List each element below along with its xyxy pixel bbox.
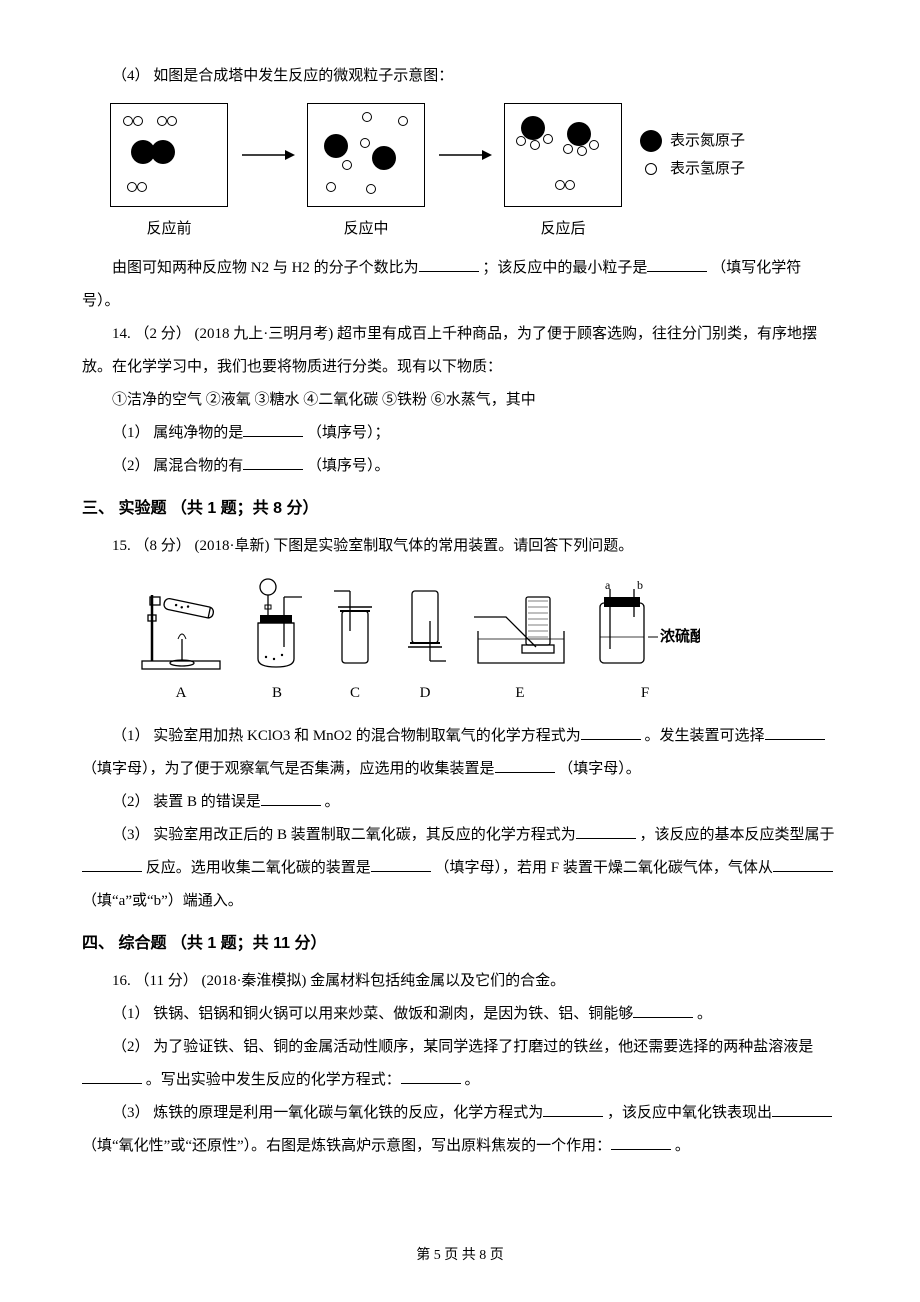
blank	[495, 758, 555, 773]
blank	[401, 1069, 461, 1084]
apparatus-label-a: A	[176, 677, 187, 710]
apparatus-e: E	[470, 577, 570, 710]
q14-p1b: （填序号）；	[307, 425, 390, 441]
diagram-box-during	[307, 103, 425, 207]
blank	[647, 257, 707, 272]
q15-p3c: 反应。选用收集二氧化碳的装置是	[146, 860, 371, 876]
apparatus-label-f: F	[641, 677, 649, 710]
apparatus-label-b: B	[272, 677, 282, 710]
q16-p3-cont: （填“氧化性”或“还原性”）。右图是炼铁高炉示意图，写出原料焦炭的一个作用： 。	[82, 1130, 838, 1163]
q15-p1b: 。发生装置可选择	[645, 728, 765, 744]
q15-stem: 15. （8 分） (2018·阜新) 下图是实验室制取气体的常用装置。请回答下…	[82, 530, 838, 563]
q15-p3-end: （填“a”或“b”）端通入。	[82, 885, 838, 918]
f-note-label: 浓硫酸	[660, 627, 700, 645]
blank	[261, 791, 321, 806]
q14-p2a: （2） 属混合物的有	[112, 458, 243, 474]
blank	[576, 824, 636, 839]
blank	[82, 1069, 142, 1084]
q15-p3b: ，该反应的基本反应类型属于	[640, 827, 835, 843]
legend-n-label: 表示氮原子	[670, 127, 745, 156]
q15-p3: （3） 实验室用改正后的 B 装置制取二氧化碳，其反应的化学方程式为 ，该反应的…	[82, 819, 838, 852]
apparatus-d: D	[400, 577, 450, 710]
box-label-before: 反应前	[110, 213, 228, 246]
q13-part4-intro: （4） 如图是合成塔中发生反应的微观粒子示意图：	[82, 60, 838, 93]
q14-p1a: （1） 属纯净物的是	[112, 425, 243, 441]
apparatus-f: a b 浓硫酸 F	[590, 577, 700, 710]
q14-p2b: （填序号）。	[307, 458, 390, 474]
box-label-during: 反应中	[307, 213, 425, 246]
section3-title: 三、 实验题 （共 1 题；共 8 分）	[82, 491, 838, 526]
diagram-legend: 表示氮原子 表示氢原子	[640, 127, 745, 184]
blank	[243, 422, 303, 437]
box-label-after: 反应后	[504, 213, 622, 246]
apparatus-label-c: C	[350, 677, 360, 710]
q15-p3a: （3） 实验室用改正后的 B 装置制取二氧化碳，其反应的化学方程式为	[112, 827, 576, 843]
blank	[581, 725, 641, 740]
q16-p2-cont: 。写出实验中发生反应的化学方程式： 。	[82, 1064, 838, 1097]
q13-conclusion: 由图可知两种反应物 N2 与 H2 的分子个数比为 ；该反应中的最小粒子是 （填…	[82, 252, 838, 318]
apparatus-label-e: E	[515, 677, 524, 710]
diagram-box-before	[110, 103, 228, 207]
legend-h-label: 表示氢原子	[670, 155, 745, 184]
apparatus-c: C	[330, 577, 380, 710]
q16-p2a: （2） 为了验证铁、铝、铜的金属活动性顺序，某同学选择了打磨过的铁丝，他还需要选…	[112, 1039, 813, 1055]
q15-p2a: （2） 装置 B 的错误是	[112, 794, 261, 810]
q16-p3: （3） 炼铁的原理是利用一氧化碳与氧化铁的反应，化学方程式为 ，该反应中氧化铁表…	[82, 1097, 838, 1130]
blank	[633, 1003, 693, 1018]
q16-p2c: 。	[465, 1072, 480, 1088]
arrow-icon	[240, 145, 295, 165]
q14-stem: 14. （2 分） (2018 九上·三明月考) 超市里有成百上千种商品，为了便…	[82, 318, 838, 384]
q16-p3c: （填“氧化性”或“还原性”）。右图是炼铁高炉示意图，写出原料焦炭的一个作用：	[82, 1138, 611, 1154]
q16-p3b: ，该反应中氧化铁表现出	[607, 1105, 772, 1121]
q15-p1d: （填字母）。	[558, 761, 641, 777]
q13-conc-b: ；该反应中的最小粒子是	[482, 260, 647, 276]
blank	[773, 857, 833, 872]
q14-list: ①洁净的空气 ②液氧 ③糖水 ④二氧化碳 ⑤铁粉 ⑥水蒸气，其中	[82, 384, 838, 417]
q16-p3d: 。	[675, 1138, 690, 1154]
q15-p3d: （填字母），若用 F 装置干燥二氧化碳气体，气体从	[435, 860, 773, 876]
blank	[243, 455, 303, 470]
blank	[543, 1102, 603, 1117]
q16-p1: （1） 铁锅、铝锅和铜火锅可以用来炒菜、做饭和涮肉，是因为铁、铝、铜能够 。	[82, 998, 838, 1031]
blank	[82, 857, 142, 872]
q15-p1a: （1） 实验室用加热 KClO3 和 MnO2 的混合物制取氧气的化学方程式为	[112, 728, 581, 744]
q15-p3-cont: 反应。选用收集二氧化碳的装置是 （填字母），若用 F 装置干燥二氧化碳气体，气体…	[82, 852, 838, 885]
apparatus-label-d: D	[420, 677, 431, 710]
q16-p2b: 。写出实验中发生反应的化学方程式：	[146, 1072, 401, 1088]
q16-p2: （2） 为了验证铁、铝、铜的金属活动性顺序，某同学选择了打磨过的铁丝，他还需要选…	[82, 1031, 838, 1064]
apparatus-a: A	[138, 577, 224, 710]
q15-p1c: （填字母），为了便于观察氧气是否集满，应选用的收集装置是	[82, 761, 495, 777]
arrow-icon	[437, 145, 492, 165]
blank	[765, 725, 825, 740]
blank	[772, 1102, 832, 1117]
blank	[611, 1135, 671, 1150]
q15-p3e: （填“a”或“b”）端通入。	[82, 893, 243, 909]
page-footer: 第 5 页 共 8 页	[0, 1241, 920, 1272]
q15-p2b: 。	[325, 794, 340, 810]
q16-stem: 16. （11 分） (2018·秦淮模拟) 金属材料包括纯金属以及它们的合金。	[82, 965, 838, 998]
q14-p2: （2） 属混合物的有 （填序号）。	[82, 450, 838, 483]
section4-title: 四、 综合题 （共 1 题；共 11 分）	[82, 926, 838, 961]
apparatus-b: B	[244, 577, 310, 710]
particle-diagram: 表示氮原子 表示氢原子 反应前 反应中 反应后	[110, 103, 838, 246]
diagram-box-after	[504, 103, 622, 207]
q14-p1: （1） 属纯净物的是 （填序号）；	[82, 417, 838, 450]
q13-conc-a: 由图可知两种反应物 N2 与 H2 的分子个数比为	[112, 260, 419, 276]
q16-p1a: （1） 铁锅、铝锅和铜火锅可以用来炒菜、做饭和涮肉，是因为铁、铝、铜能够	[112, 1006, 633, 1022]
blank	[371, 857, 431, 872]
q15-p2: （2） 装置 B 的错误是 。	[82, 786, 838, 819]
blank	[419, 257, 479, 272]
port-b-label: b	[637, 578, 643, 592]
apparatus-diagram: A B	[138, 577, 838, 710]
q15-p1: （1） 实验室用加热 KClO3 和 MnO2 的混合物制取氧气的化学方程式为 …	[82, 720, 838, 786]
q16-p3a: （3） 炼铁的原理是利用一氧化碳与氧化铁的反应，化学方程式为	[112, 1105, 543, 1121]
q16-p1b: 。	[697, 1006, 712, 1022]
